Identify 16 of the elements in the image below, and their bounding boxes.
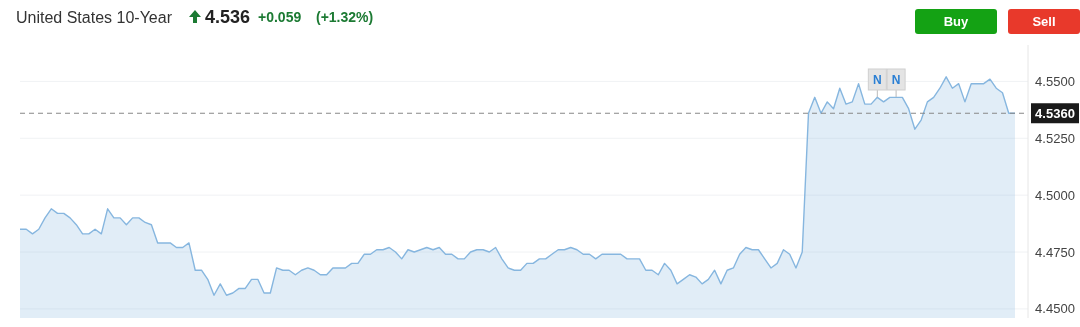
ref-line-label: 4.5360 [1035, 106, 1075, 122]
text: +0.059 [258, 9, 302, 25]
news-flag: N [867, 68, 887, 98]
button: Buy [915, 9, 997, 34]
annotation: N [872, 73, 882, 87]
chart-title: United States 10-Year [16, 9, 173, 26]
y-tick-label: 4.4500 [1035, 301, 1075, 317]
button: Sell [1008, 9, 1080, 34]
y-tick-label: 4.5250 [1035, 130, 1075, 146]
y-tick-label: 4.5500 [1035, 73, 1075, 89]
chart-subtitle: 4.536 [205, 7, 251, 27]
annotation: N [891, 73, 901, 87]
text: (+1.32%) [316, 9, 374, 25]
news-flag: N [886, 68, 906, 98]
y-tick-label: 4.4750 [1035, 244, 1075, 260]
y-tick-label: 4.5000 [1035, 187, 1075, 203]
